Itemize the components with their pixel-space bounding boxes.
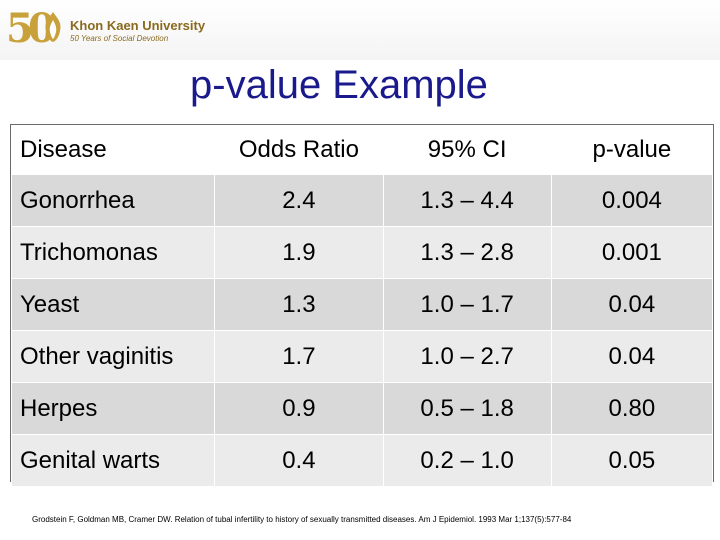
confidence-interval-cell: 1.3 – 2.8 — [382, 226, 552, 279]
header-band: 50 Khon Kaen University 50 Years of Soci… — [0, 0, 720, 60]
p-value-cell: 0.04 — [550, 278, 714, 331]
header-p-value: p-value — [550, 125, 714, 175]
table-row: Herpes 0.9 0.5 – 1.8 0.80 — [10, 382, 714, 435]
odds-ratio-cell: 1.9 — [214, 226, 384, 279]
slide-title: p-value Example — [190, 63, 488, 107]
table-row: Other vaginitis 1.7 1.0 – 2.7 0.04 — [10, 330, 714, 383]
header-odds-ratio: Odds Ratio — [214, 125, 384, 175]
confidence-interval-cell: 0.5 – 1.8 — [382, 382, 552, 435]
table-header-row: Disease Odds Ratio 95% CI p-value — [10, 125, 714, 175]
results-table: Disease Odds Ratio 95% CI p-value Gonorr… — [10, 124, 714, 487]
university-logo: 50 Khon Kaen University 50 Years of Soci… — [6, 4, 206, 54]
p-value-cell: 0.05 — [550, 434, 714, 487]
header-disease: Disease — [10, 125, 216, 175]
header-confidence-interval: 95% CI — [382, 125, 552, 175]
odds-ratio-cell: 1.7 — [214, 330, 384, 383]
p-value-cell: 0.004 — [550, 174, 714, 227]
confidence-interval-cell: 0.2 – 1.0 — [382, 434, 552, 487]
disease-cell: Herpes — [10, 382, 216, 435]
confidence-interval-cell: 1.3 – 4.4 — [382, 174, 552, 227]
odds-ratio-cell: 2.4 — [214, 174, 384, 227]
flame-emblem-icon — [45, 12, 61, 42]
odds-ratio-cell: 0.4 — [214, 434, 384, 487]
disease-cell: Genital warts — [10, 434, 216, 487]
table-row: Gonorrhea 2.4 1.3 – 4.4 0.004 — [10, 174, 714, 227]
table-row: Genital warts 0.4 0.2 – 1.0 0.05 — [10, 434, 714, 487]
logo-tagline: 50 Years of Social Devotion — [70, 34, 169, 43]
table-row: Trichomonas 1.9 1.3 – 2.8 0.001 — [10, 226, 714, 279]
confidence-interval-cell: 1.0 – 1.7 — [382, 278, 552, 331]
disease-cell: Trichomonas — [10, 226, 216, 279]
citation-footnote: Grodstein F, Goldman MB, Cramer DW. Rela… — [32, 515, 572, 524]
p-value-cell: 0.001 — [550, 226, 714, 279]
disease-cell: Yeast — [10, 278, 216, 331]
confidence-interval-cell: 1.0 – 2.7 — [382, 330, 552, 383]
disease-cell: Gonorrhea — [10, 174, 216, 227]
logo-university-name: Khon Kaen University — [70, 18, 206, 33]
odds-ratio-cell: 1.3 — [214, 278, 384, 331]
table-row: Yeast 1.3 1.0 – 1.7 0.04 — [10, 278, 714, 331]
disease-cell: Other vaginitis — [10, 330, 216, 383]
p-value-cell: 0.04 — [550, 330, 714, 383]
odds-ratio-cell: 0.9 — [214, 382, 384, 435]
p-value-cell: 0.80 — [550, 382, 714, 435]
